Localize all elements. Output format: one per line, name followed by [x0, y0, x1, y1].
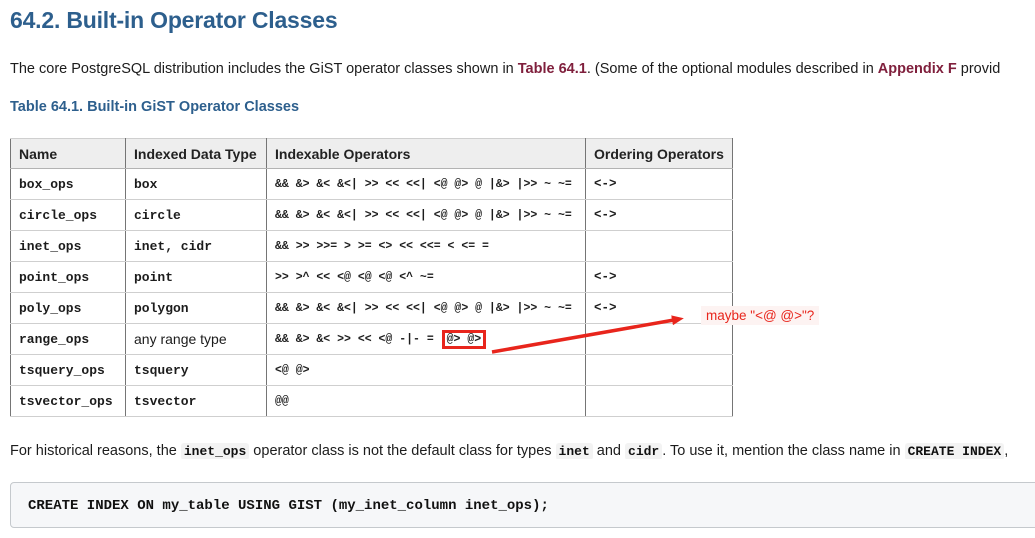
annotation-label: maybe "<@ @>"? — [701, 306, 820, 325]
cell-name: range_ops — [10, 323, 126, 355]
note-text-3: and — [592, 443, 626, 459]
column-header-name: Name — [10, 138, 126, 169]
cell-name: poly_ops — [10, 292, 126, 324]
table-body: box_ops box && &> &< &<| >> << <<| <@ @> @… — [10, 168, 733, 417]
gist-operator-classes-table: Name Indexed Data Type Indexable Operators… — [10, 138, 733, 417]
cell-indexed-data-type: point — [125, 261, 267, 293]
code-block: CREATE INDEX ON my_table USING GIST (my_… — [10, 482, 1035, 528]
cell-indexable-operators: @@ — [266, 385, 586, 417]
cell-ordering-operators — [585, 385, 733, 417]
inline-code-inet-ops: inet_ops — [180, 443, 250, 459]
cell-ordering-operators: <-> — [585, 168, 733, 200]
page-title: 64.2. Built-in Operator Classes — [10, 7, 338, 33]
table-row-box_ops: box_ops box && &> &< &<| >> << <<| <@ @> @… — [10, 168, 733, 200]
table-row-point_ops: point_ops point >> >^ << <@ <@ <@ <^ ~= <-> — [10, 261, 733, 293]
column-header-indexable-operators: Indexable Operators — [266, 138, 586, 169]
operators-text: >> >^ << <@ <@ <@ <^ ~= — [275, 270, 434, 284]
cell-indexed-data-type: tsquery — [125, 354, 267, 386]
table-caption: Table 64.1. Built-in GiST Operator Class… — [10, 99, 300, 115]
operators-text: && &> &< &<| >> << <<| <@ @> @ |&> |>> ~… — [275, 177, 572, 191]
intro-paragraph: The core PostgreSQL distribution include… — [10, 61, 1035, 77]
note-text-4: . To use it, mention the class name in — [662, 443, 905, 459]
operators-text: && &> &< &<| >> << <<| <@ @> @ |&> |>> ~… — [275, 208, 572, 222]
appendix-f-link[interactable]: Appendix F — [877, 61, 957, 77]
cell-indexable-operators: && &> &< &<| >> << <<| <@ @> @ |&> |>> ~… — [266, 168, 586, 200]
cell-indexable-operators: >> >^ << <@ <@ <@ <^ ~= — [266, 261, 586, 293]
intro-text-1: The core PostgreSQL distribution include… — [10, 61, 518, 77]
code-block-text: CREATE INDEX ON my_table USING GIST (my_… — [28, 498, 549, 514]
inline-code-inet: inet — [555, 443, 593, 459]
operators-text: <@ @> — [275, 363, 310, 377]
table-row-tsquery_ops: tsquery_ops tsquery <@ @> — [10, 354, 733, 386]
note-text-2: operator class is not the default class … — [249, 443, 556, 459]
cell-ordering-operators — [585, 323, 733, 355]
note-text-1: For historical reasons, the — [10, 443, 181, 459]
table-row-circle_ops: circle_ops circle && &> &< &<| >> << <<| <… — [10, 199, 733, 231]
cell-name: inet_ops — [10, 230, 126, 262]
cell-name: tsquery_ops — [10, 354, 126, 386]
intro-text-3: provid — [956, 61, 1001, 77]
cell-indexed-data-type: box — [125, 168, 267, 200]
cell-ordering-operators — [585, 354, 733, 386]
cell-indexed-data-type: polygon — [125, 292, 267, 324]
cell-indexed-data-type: tsvector — [125, 385, 267, 417]
table-row-inet_ops: inet_ops inet, cidr && >> >>= > >= <> << <… — [10, 230, 733, 262]
inline-code-cidr: cidr — [625, 443, 663, 459]
cell-name: tsvector_ops — [10, 385, 126, 417]
cell-ordering-operators: <-> — [585, 199, 733, 231]
cell-indexable-operators: <@ @> — [266, 354, 586, 386]
intro-text-2: . (Some of the optional modules describe… — [586, 61, 878, 77]
historical-note-paragraph: For historical reasons, the inet_ops ope… — [10, 443, 1035, 459]
note-text-5: , — [1004, 443, 1009, 459]
cell-indexable-operators: && &> &< >> << <@ -|- = @> @> — [266, 323, 586, 355]
cell-indexed-data-type: circle — [125, 199, 267, 231]
annotation-arrow-icon — [491, 315, 684, 354]
operators-text: && &> &< &<| >> << <<| <@ @> @ |&> |>> ~… — [275, 301, 572, 315]
table-row-range_ops: range_ops any range type && &> &< >> << <@… — [10, 323, 733, 355]
cell-ordering-operators — [585, 230, 733, 262]
column-header-ordering-operators: Ordering Operators — [585, 138, 733, 169]
cell-name: circle_ops — [10, 199, 126, 231]
inline-code-create-index: CREATE INDEX — [904, 443, 1005, 459]
cell-name: box_ops — [10, 168, 126, 200]
table-row-tsvector_ops: tsvector_ops tsvector @@ — [10, 385, 733, 417]
cell-name: point_ops — [10, 261, 126, 293]
operators-text: && &> &< >> << <@ -|- = — [275, 332, 441, 346]
table-64-1-link[interactable]: Table 64.1 — [517, 61, 587, 77]
column-header-indexed-data-type: Indexed Data Type — [125, 138, 267, 169]
cell-ordering-operators: <-> — [585, 261, 733, 293]
cell-indexed-data-type: any range type — [125, 323, 267, 355]
operators-text: @@ — [275, 394, 289, 408]
annotation-highlight-box: @> @> — [441, 329, 487, 349]
cell-indexable-operators: && &> &< &<| >> << <<| <@ @> @ |&> |>> ~… — [266, 199, 586, 231]
table-header-row: Name Indexed Data Type Indexable Operators… — [10, 138, 733, 169]
cell-indexed-data-type: inet, cidr — [125, 230, 267, 262]
operators-text: && >> >>= > >= <> << <<= < <= = — [275, 239, 489, 253]
cell-indexable-operators: && >> >>= > >= <> << <<= < <= = — [266, 230, 586, 262]
